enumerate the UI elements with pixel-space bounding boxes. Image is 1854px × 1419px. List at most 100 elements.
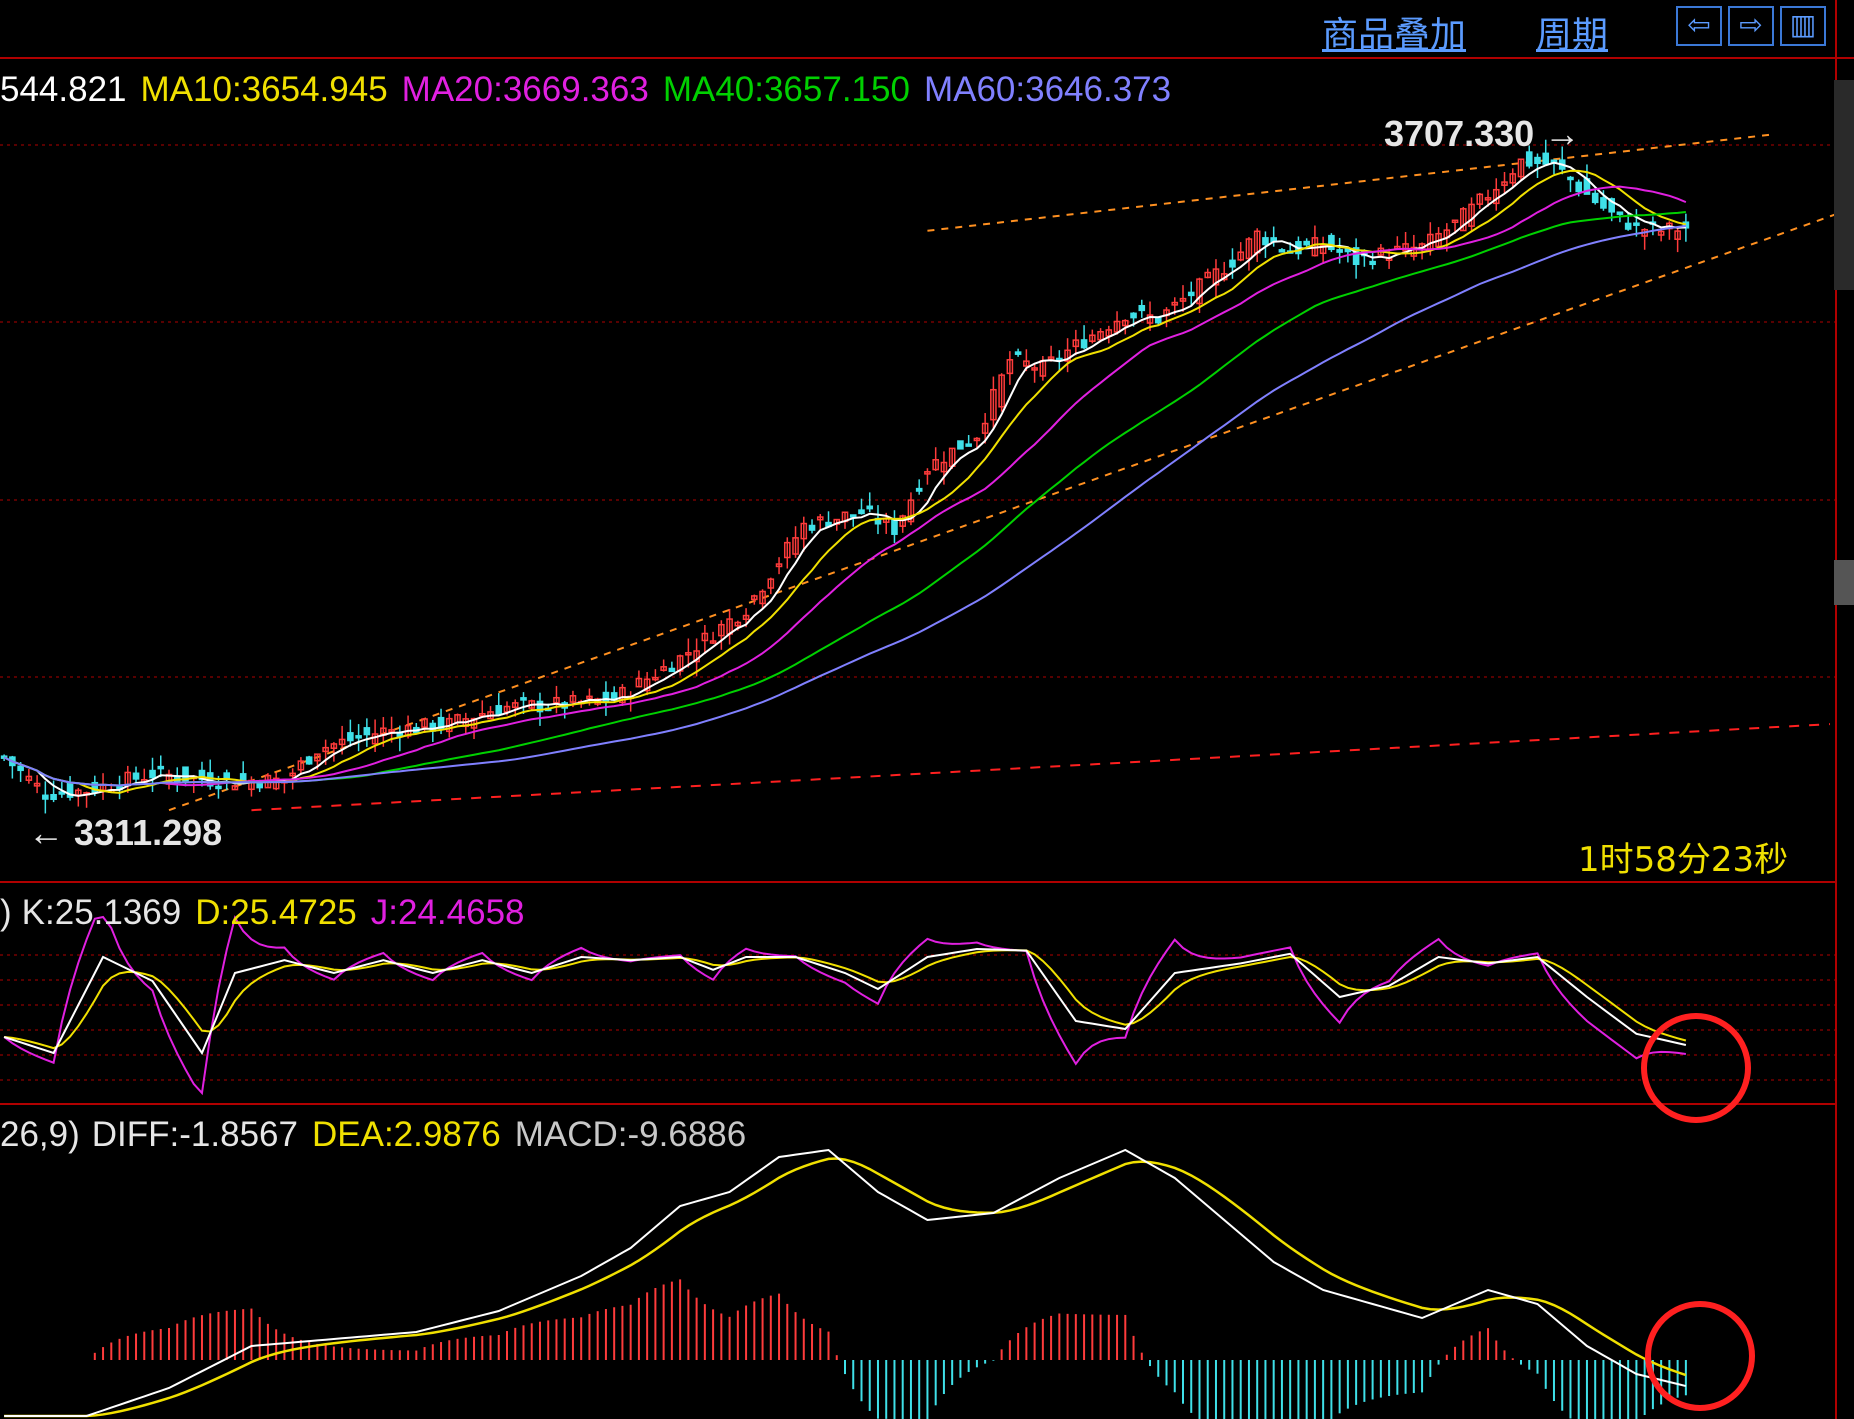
candle-body <box>1006 359 1014 375</box>
trendline-lower <box>168 213 1837 812</box>
candle-body <box>1534 156 1541 165</box>
candle-body <box>239 773 247 781</box>
high-annotation: 3707.330 → <box>1384 113 1581 154</box>
candle-body <box>1459 208 1467 232</box>
candle-body <box>33 782 41 787</box>
candle-body <box>800 522 808 540</box>
candle-body <box>1204 271 1212 279</box>
candle-body <box>1484 197 1492 201</box>
candle-body <box>511 702 519 709</box>
arrow-right-icon[interactable]: ⇨ <box>1728 6 1774 46</box>
candle-body <box>1616 211 1624 215</box>
candle-body <box>1352 247 1360 266</box>
ma40-value: MA40:3657.150 <box>662 70 910 109</box>
candle-body <box>338 738 346 746</box>
candle-body <box>866 505 874 510</box>
candle-body <box>1072 339 1080 348</box>
candle-body <box>223 772 231 779</box>
arrow-left-icon[interactable]: ⇦ <box>1676 6 1722 46</box>
candle-body <box>915 487 923 492</box>
candle-body <box>215 785 222 790</box>
candle-body <box>907 499 915 523</box>
candle-body <box>1262 237 1269 246</box>
candle-body <box>718 623 725 637</box>
ma20-value: MA20:3669.363 <box>401 70 649 109</box>
candle-body <box>1468 203 1475 227</box>
candle-body <box>1154 316 1162 324</box>
candle-body <box>990 388 997 421</box>
highlight-circle-kdj <box>1641 1013 1751 1123</box>
candle-body <box>25 775 33 781</box>
candle-body <box>701 632 709 642</box>
macd-dea: DEA:2.9876 <box>311 1115 501 1154</box>
candle-body <box>602 691 610 703</box>
candle-body <box>1410 246 1418 257</box>
candle-body <box>965 443 972 447</box>
candle-body <box>314 753 321 762</box>
candle-body <box>330 743 338 749</box>
candle-body <box>1476 193 1484 205</box>
candle-body <box>751 595 758 601</box>
candle-body <box>1319 244 1327 255</box>
candle-body <box>767 578 775 589</box>
candle-body <box>1014 351 1022 355</box>
candle-body <box>1031 367 1038 371</box>
candle-body <box>619 686 626 704</box>
candle-body <box>1336 249 1343 253</box>
candle-body <box>1575 181 1583 193</box>
candle-body <box>685 652 692 656</box>
period-link[interactable]: 周期 <box>1536 15 1609 56</box>
trendline-support-red <box>251 723 1831 812</box>
candle-body <box>742 614 750 621</box>
candle-body <box>363 727 371 736</box>
candle-body <box>569 695 577 703</box>
candle-body <box>157 765 165 770</box>
candle-body <box>1113 320 1121 333</box>
candle-body <box>808 524 816 531</box>
candle-body <box>924 471 931 475</box>
candle-body <box>58 791 66 795</box>
candle-body <box>1542 152 1550 165</box>
candle-body <box>1303 240 1310 246</box>
ma5-line <box>3 161 1686 797</box>
candle-body <box>1517 158 1525 178</box>
candle-body <box>182 766 189 782</box>
candle-body <box>42 794 49 800</box>
ma5-value: 544.821 <box>0 70 127 109</box>
candle-body <box>635 677 643 688</box>
candle-body <box>478 713 486 717</box>
candle-body <box>586 695 593 700</box>
candle-body <box>256 782 263 789</box>
candle-body <box>1138 305 1146 312</box>
trendline-upper <box>927 133 1771 232</box>
candle-body <box>1080 339 1088 349</box>
candle-body <box>1229 259 1236 268</box>
candle-body <box>347 732 354 742</box>
ma10-value: MA10:3654.945 <box>140 70 388 109</box>
candle-body <box>1509 173 1517 184</box>
layout-icon[interactable]: ▥ <box>1780 6 1826 46</box>
candle-body <box>816 516 824 521</box>
candle-body <box>1245 238 1253 260</box>
ma60-value: MA60:3646.373 <box>923 70 1172 109</box>
candle-body <box>1212 268 1220 286</box>
candle-body <box>297 760 305 771</box>
candle-body <box>957 440 964 450</box>
candle-body <box>536 700 544 713</box>
candle-body <box>1674 230 1681 240</box>
candle-body <box>1121 319 1129 327</box>
overlay-commodity-link[interactable]: 商品叠加 <box>1322 15 1467 56</box>
kdj-d: D:25.4725 <box>195 893 357 932</box>
scrollbar-thumb[interactable] <box>1834 560 1854 605</box>
candle-body <box>660 666 667 671</box>
candle-body <box>305 756 313 765</box>
kdj-d-line <box>4 949 1687 1050</box>
kdj-j-line <box>3 915 1687 1096</box>
candle-body <box>1179 297 1187 302</box>
scrollbar-upper[interactable] <box>1834 80 1854 290</box>
candle-body <box>1567 176 1574 181</box>
candle-body <box>998 374 1005 408</box>
kdj-k-line <box>3 947 1687 1056</box>
candle-body <box>322 746 329 753</box>
candle-body <box>1600 197 1607 209</box>
